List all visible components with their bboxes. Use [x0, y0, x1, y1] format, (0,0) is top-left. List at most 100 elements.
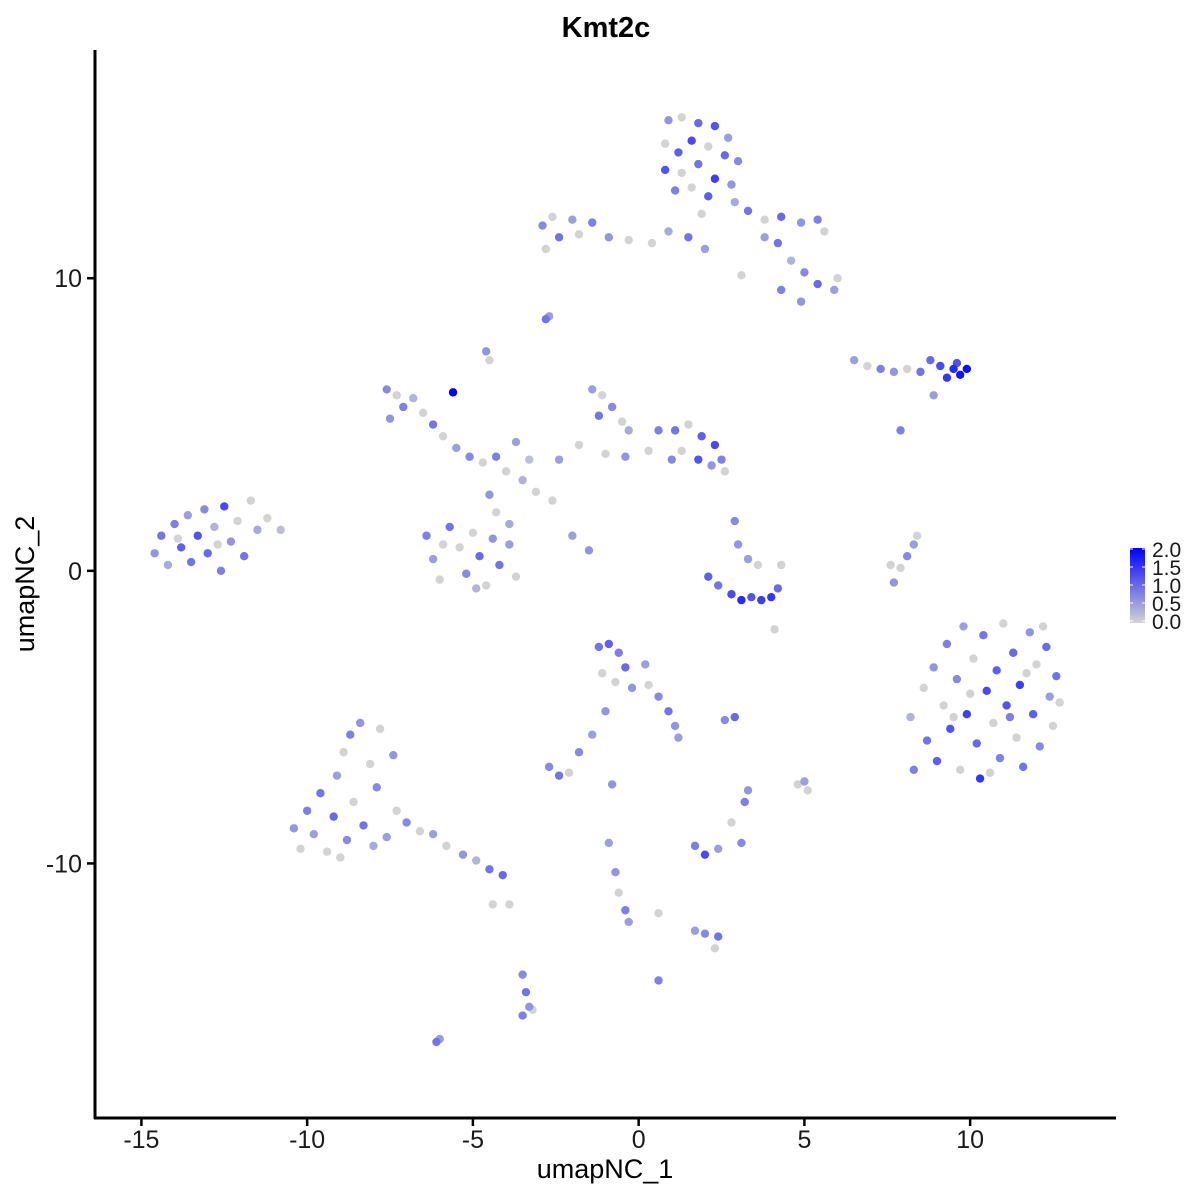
data-point [193, 531, 202, 540]
data-point [296, 844, 305, 854]
data-point [942, 373, 952, 382]
data-point [949, 712, 958, 722]
data-point [929, 391, 938, 400]
data-point [355, 718, 365, 728]
data-point [700, 244, 710, 254]
data-point [491, 452, 501, 461]
data-point [525, 455, 534, 464]
colorbar-label: 1.5 [1152, 557, 1181, 580]
data-point [1009, 648, 1018, 657]
data-point [946, 724, 955, 734]
data-point [952, 674, 962, 684]
data-point [322, 847, 332, 856]
data-point [415, 827, 425, 836]
data-point [518, 1011, 527, 1020]
data-point [176, 543, 186, 552]
data-point [389, 750, 398, 760]
data-point [601, 449, 610, 458]
data-point [1028, 710, 1038, 719]
data-point [588, 730, 597, 739]
data-point [936, 361, 945, 371]
data-point [753, 560, 763, 570]
data-point [462, 569, 471, 578]
data-point [714, 932, 723, 941]
data-point [932, 756, 942, 766]
data-point [601, 707, 610, 716]
data-point [740, 797, 749, 807]
data-point [392, 806, 401, 815]
data-point [200, 505, 209, 514]
data-point [674, 148, 683, 157]
data-point [458, 850, 468, 859]
data-point [700, 850, 710, 859]
data-point [743, 206, 753, 216]
data-point [912, 531, 922, 540]
data-point [730, 516, 739, 526]
data-point [548, 496, 557, 505]
data-point [521, 987, 531, 997]
data-point [183, 511, 193, 520]
data-point [1048, 721, 1058, 731]
data-point [644, 446, 653, 456]
data-point [495, 560, 504, 570]
data-point [707, 461, 716, 470]
data-point [309, 829, 318, 839]
data-point [511, 437, 521, 447]
data-point [697, 209, 706, 219]
data-point [339, 748, 348, 757]
data-point [253, 525, 262, 535]
data-point [488, 900, 497, 909]
x-axis-title: umapNC_1 [537, 1154, 674, 1184]
data-point [170, 519, 179, 529]
data-point [597, 669, 607, 678]
data-point [992, 666, 1001, 675]
data-point [173, 534, 183, 543]
colorbar-label: 0.0 [1152, 611, 1181, 634]
data-point [475, 552, 484, 561]
x-tick-label: 10 [956, 1126, 984, 1154]
data-point [468, 528, 478, 537]
data-point [710, 174, 720, 183]
data-point [186, 557, 196, 567]
data-point [428, 420, 438, 429]
data-point [644, 680, 653, 690]
data-point [727, 590, 736, 599]
data-point [597, 391, 607, 400]
data-point [594, 411, 604, 420]
data-point [448, 388, 458, 397]
data-point [574, 748, 584, 757]
data-point [690, 926, 700, 935]
data-point [624, 235, 633, 245]
data-point [604, 639, 614, 649]
data-point [538, 221, 547, 230]
data-point [614, 888, 623, 897]
data-point [455, 543, 464, 552]
data-point [730, 712, 739, 722]
data-point [604, 233, 614, 242]
data-point [422, 531, 431, 540]
data-point [614, 648, 623, 657]
data-point [737, 838, 746, 848]
data-point [760, 233, 769, 242]
data-point [999, 619, 1008, 628]
data-point [700, 929, 710, 938]
data-point [289, 824, 299, 833]
data-point [776, 560, 786, 570]
colorbar-label: 2.0 [1152, 539, 1181, 562]
data-point [694, 455, 703, 464]
colorbar [1130, 548, 1145, 623]
data-point [233, 516, 242, 526]
data-point [727, 818, 736, 827]
data-point [704, 572, 713, 581]
data-point [886, 560, 895, 570]
x-tick-label: 5 [797, 1126, 811, 1154]
data-point [737, 271, 746, 280]
data-point [654, 692, 663, 701]
data-point [654, 908, 663, 918]
data-point [607, 780, 617, 789]
data-point [624, 917, 633, 927]
data-point [677, 446, 686, 456]
data-point [714, 844, 723, 854]
data-point [863, 361, 872, 371]
